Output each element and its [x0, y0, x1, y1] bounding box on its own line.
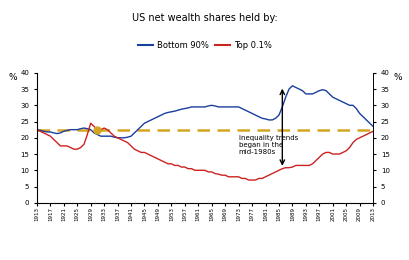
- Text: US net wealth shares held by:: US net wealth shares held by:: [132, 14, 277, 23]
- Text: %: %: [392, 73, 401, 82]
- Text: %: %: [8, 73, 17, 82]
- Legend: Bottom 90%, Top 0.1%: Bottom 90%, Top 0.1%: [135, 38, 274, 54]
- Text: Inequality trends
began in the
mid-1980s: Inequality trends began in the mid-1980s: [238, 135, 297, 154]
